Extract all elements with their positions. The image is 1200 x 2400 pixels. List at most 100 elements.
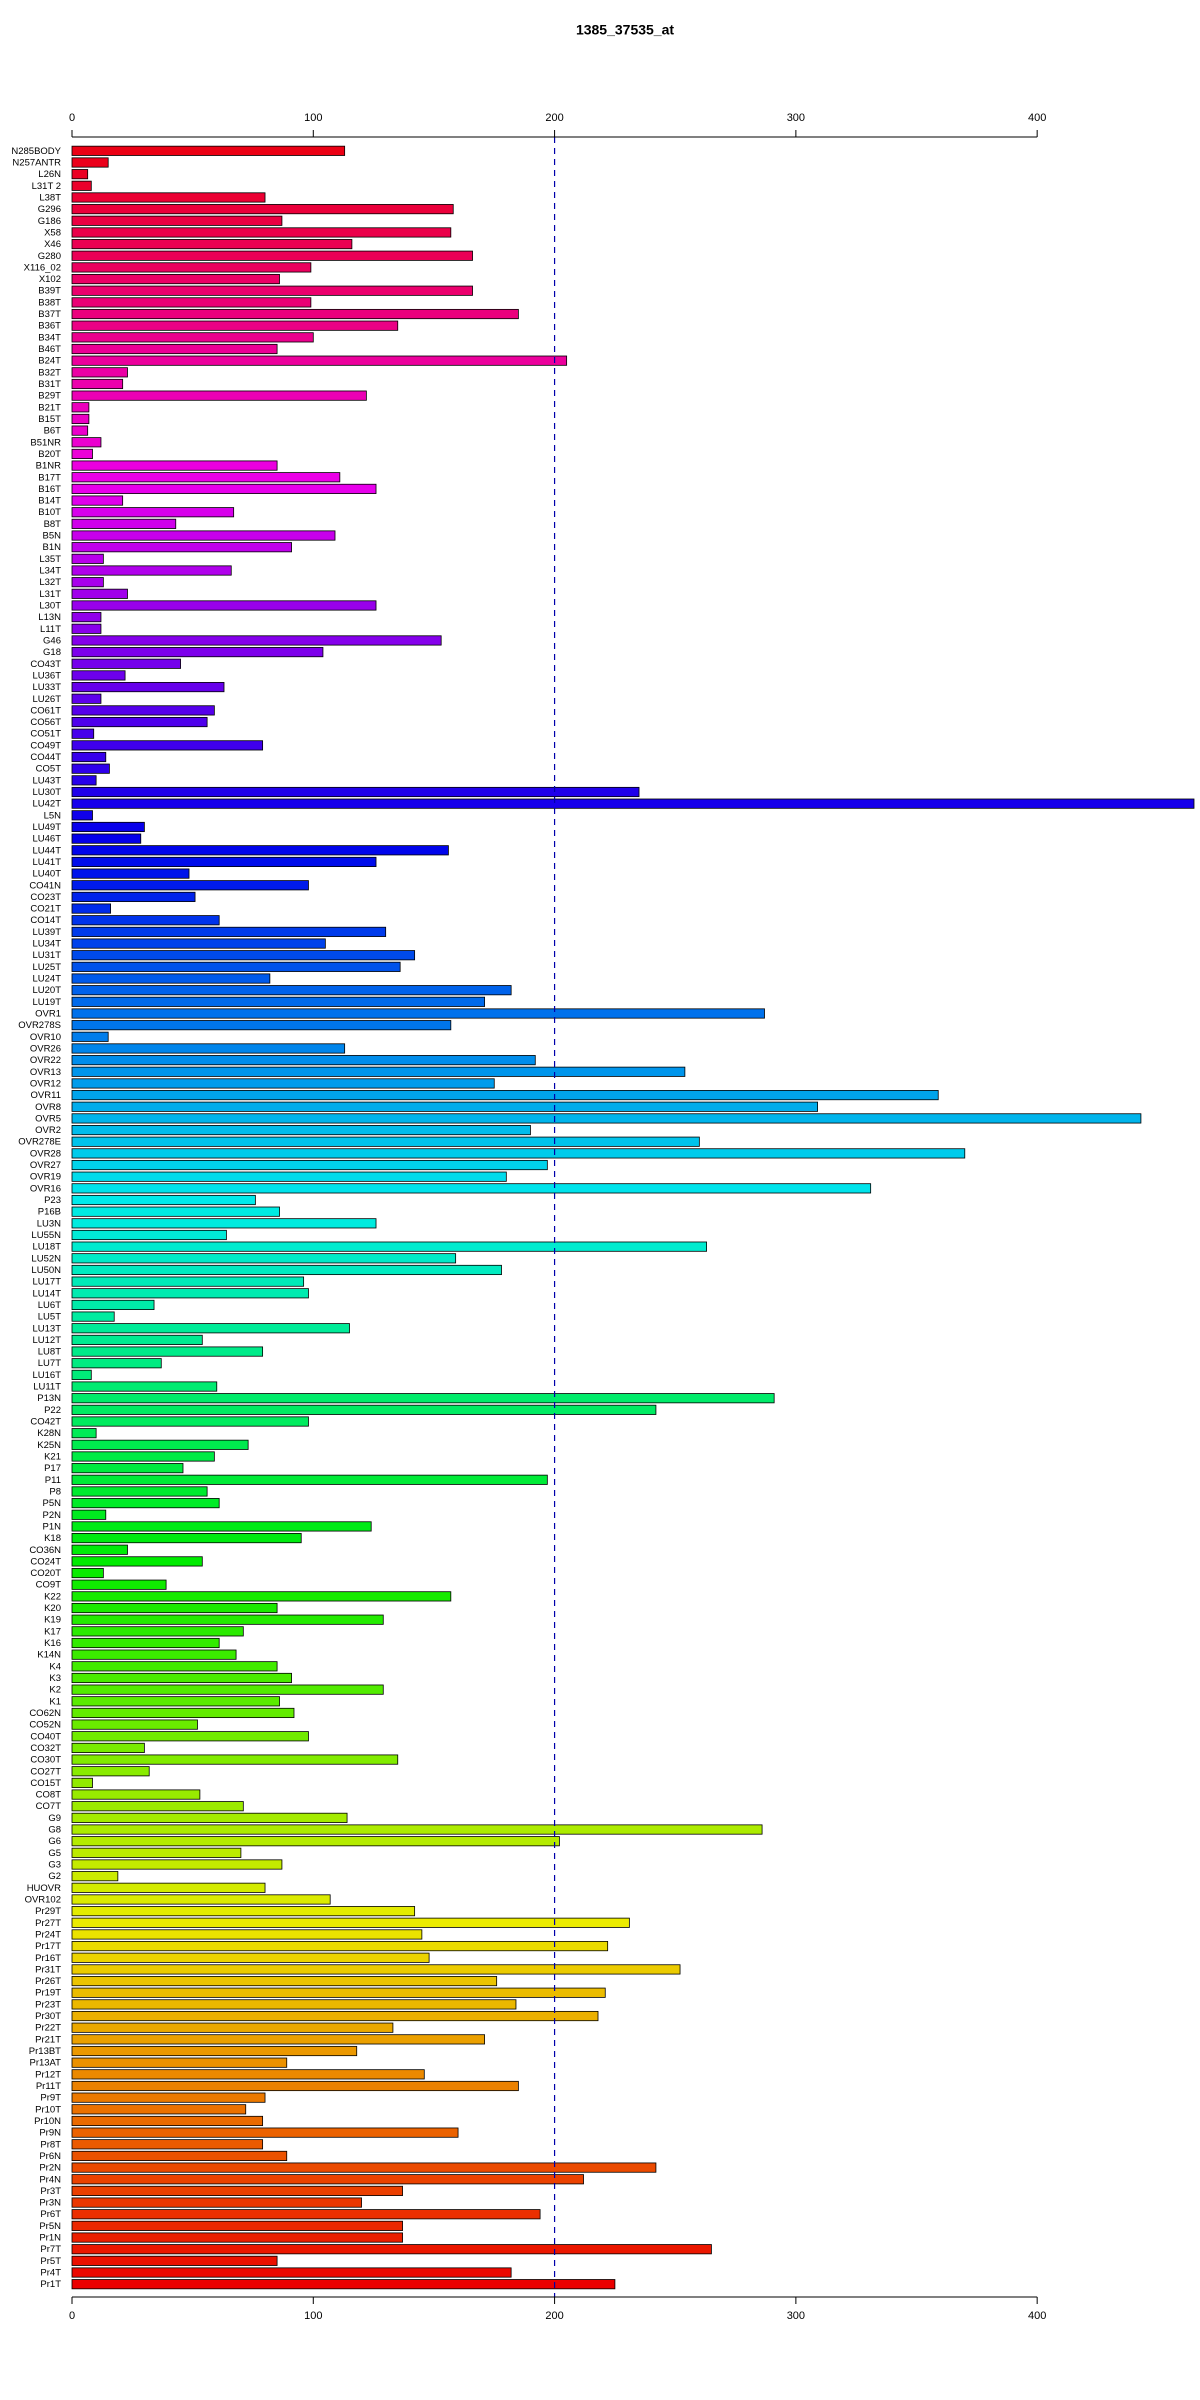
bar: [71, 1369, 92, 1380]
category-label: Pr10T: [35, 2104, 61, 2115]
category-label: B17T: [38, 472, 61, 483]
category-label: K16: [44, 1638, 61, 1649]
category-label: LU55N: [31, 1230, 61, 1241]
category-label: Pr29T: [35, 1906, 61, 1917]
category-label: B39T: [38, 286, 61, 297]
bar: [71, 553, 104, 564]
bar: [71, 1544, 128, 1555]
bar: [71, 1556, 203, 1567]
category-label: B31T: [38, 379, 61, 390]
bar: [71, 1579, 167, 1590]
bar: [71, 1952, 430, 1963]
category-label: LU26T: [32, 694, 61, 705]
bar: [71, 1567, 104, 1579]
category-label: OVR278S: [18, 1020, 61, 1031]
category-label: G296: [38, 204, 61, 215]
x-tick-label: 300: [787, 112, 805, 124]
bar: [71, 507, 235, 518]
category-label: LU30T: [32, 787, 61, 798]
bar: [71, 1241, 707, 1252]
category-label: Pr9T: [40, 2093, 61, 2104]
bar: [71, 1871, 119, 1882]
category-label: OVR11: [31, 1090, 61, 1101]
bar: [71, 297, 312, 308]
bar: [71, 2209, 541, 2220]
bar: [71, 996, 486, 1007]
bar: [71, 1183, 872, 1194]
category-label: P17: [44, 1463, 61, 1474]
category-label: CO40T: [30, 1731, 61, 1742]
category-label: G18: [43, 647, 61, 658]
category-label: CO56T: [30, 717, 61, 728]
category-label: LU12T: [32, 1335, 61, 1346]
category-label: CO32T: [30, 1743, 61, 1754]
category-label: Pr21T: [35, 2034, 61, 2045]
bar: [71, 612, 102, 623]
category-label: Pr24T: [35, 1929, 61, 1940]
category-label: Pr9N: [39, 2128, 61, 2139]
category-label: OVR26: [30, 1043, 61, 1054]
bar: [71, 1311, 115, 1322]
category-label: OVR28: [30, 1148, 61, 1159]
bar: [71, 157, 109, 168]
bar: [71, 2185, 403, 2196]
bar: [71, 577, 104, 588]
category-label: Pr12T: [35, 2069, 61, 2080]
category-label: LU17T: [32, 1277, 61, 1288]
category-label: LU5T: [38, 1312, 61, 1323]
bar: [71, 1509, 107, 1520]
category-label: OVR22: [30, 1055, 61, 1066]
bar: [71, 658, 181, 669]
bar: [71, 1684, 384, 1695]
category-label: P8: [49, 1486, 61, 1497]
category-label: Pr13BT: [29, 2046, 61, 2057]
bar: [71, 332, 314, 343]
category-label: CO20T: [30, 1568, 61, 1579]
category-label: K14N: [37, 1650, 61, 1661]
bar: [71, 530, 336, 541]
bar: [71, 1206, 280, 1217]
category-label: B38T: [38, 297, 61, 308]
category-label: Pr1N: [39, 2233, 61, 2244]
bar: [71, 623, 102, 634]
bar: [71, 2139, 264, 2150]
category-label: CO27T: [30, 1766, 61, 1777]
bar: [71, 705, 215, 716]
bar: [71, 1649, 237, 1660]
category-label: B5N: [43, 531, 62, 542]
category-label: CO30T: [30, 1755, 61, 1766]
bar: [71, 1929, 423, 1940]
category-label: LU3N: [37, 1218, 61, 1229]
bar: [71, 915, 220, 926]
bar: [71, 682, 225, 693]
bar: [71, 2174, 584, 2185]
bar: [71, 367, 128, 378]
x-tick-label: 100: [304, 112, 322, 124]
bar: [71, 1696, 280, 1707]
bar: [71, 437, 102, 448]
bar: [71, 1451, 215, 1462]
category-label: OVR16: [30, 1183, 61, 1194]
bar: [71, 588, 128, 599]
category-label: X58: [44, 227, 61, 238]
category-label: Pr31T: [35, 1964, 61, 1975]
bar: [71, 1031, 109, 1042]
category-label: LU24T: [32, 974, 61, 985]
category-label: LU34T: [32, 939, 61, 950]
bar: [71, 845, 449, 856]
category-label: Pr30T: [35, 2011, 61, 2022]
category-label: B24T: [38, 356, 61, 367]
bar: [71, 1987, 606, 1998]
bar: [71, 880, 309, 891]
bar: [71, 192, 266, 203]
category-label: OVR12: [30, 1078, 61, 1089]
category-label: Pr8T: [40, 2139, 61, 2150]
bar: [71, 1602, 278, 1614]
bar: [71, 215, 283, 226]
category-label: B29T: [38, 391, 61, 402]
bar: [71, 565, 232, 576]
category-label: HUOVR: [27, 1883, 61, 1894]
bar: [71, 1812, 348, 1823]
category-label: LU19T: [32, 997, 61, 1008]
bar: [71, 390, 367, 401]
